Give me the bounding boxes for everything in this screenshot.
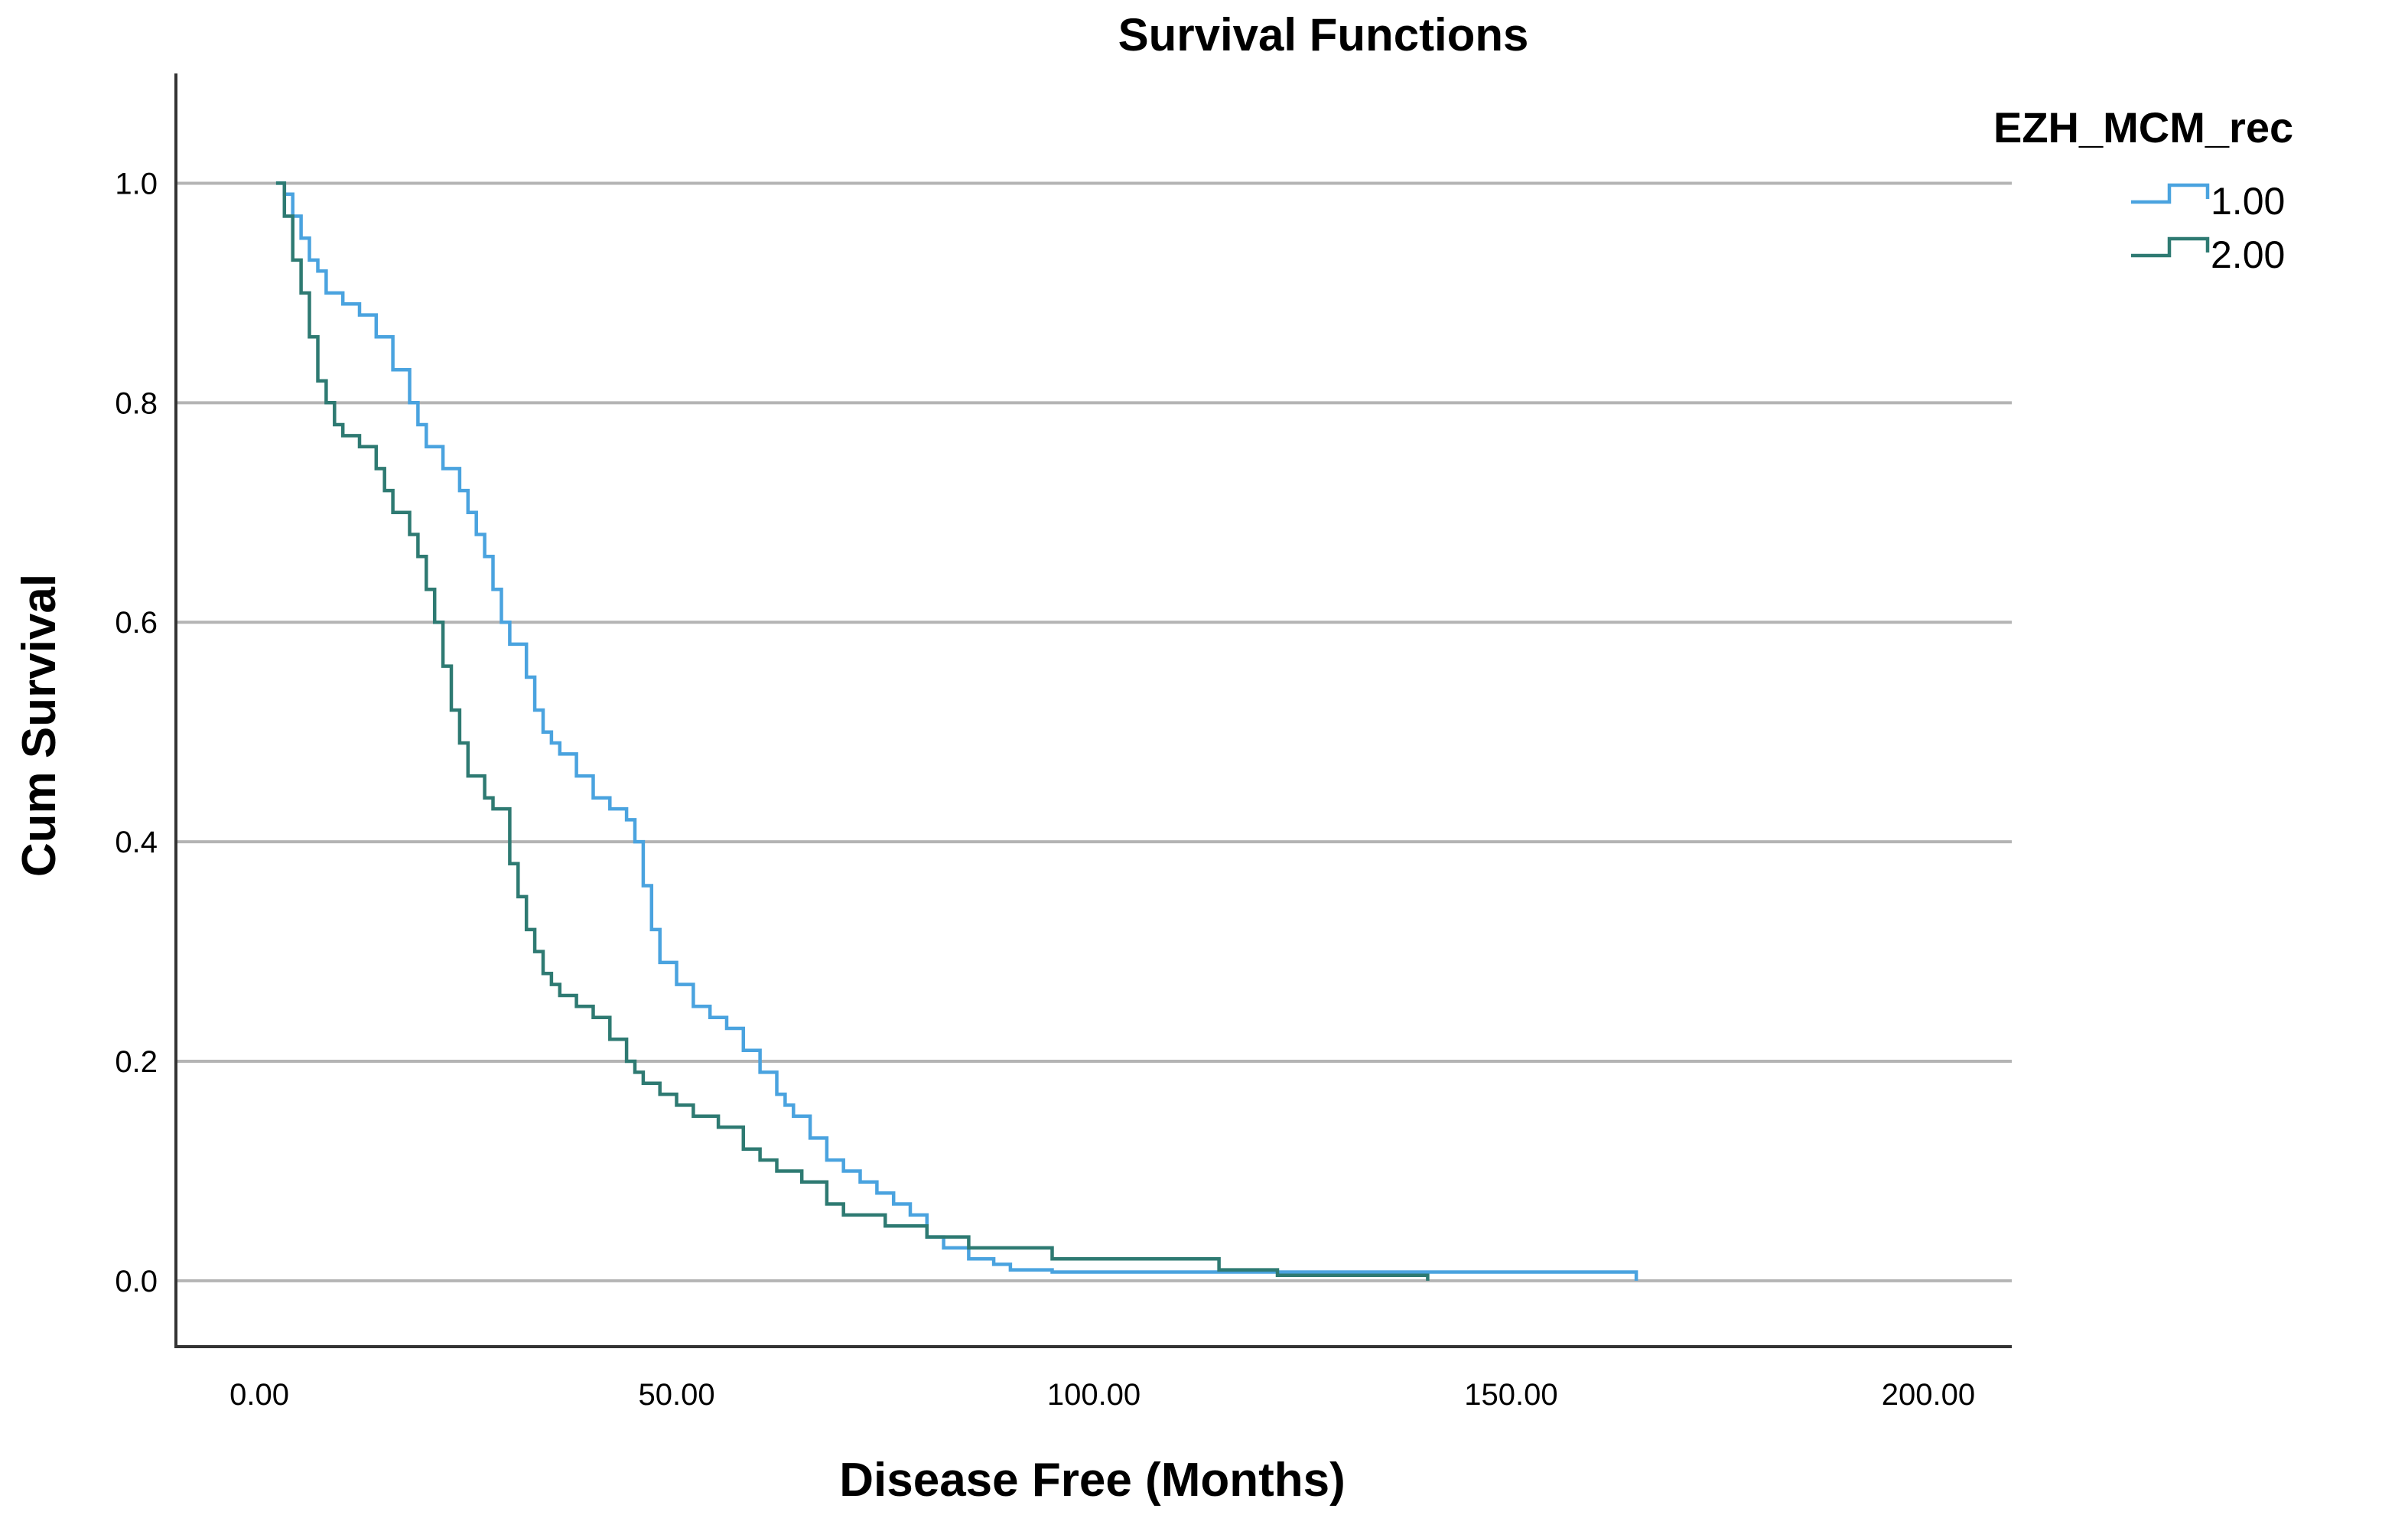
legend-swatch-2.00 [2131, 236, 2210, 258]
legend: EZH_MCM_rec 1.00 2.00 [1993, 103, 2293, 276]
legend-title: EZH_MCM_rec [1993, 103, 2293, 151]
y-tick-label: 0.2 [115, 1045, 158, 1079]
gridlines [176, 181, 2012, 1282]
x-tick-label: 200.00 [1882, 1378, 1975, 1412]
series-line-1.00 [275, 181, 1638, 1281]
x-axis-ticks: 0.00 50.00 100.00 150.00 200.00 [229, 1378, 1975, 1412]
legend-swatch-1.00 [2131, 183, 2210, 204]
legend-items: 1.00 2.00 [2131, 180, 2285, 276]
x-tick-label: 150.00 [1464, 1378, 1557, 1412]
x-tick-label: 0.00 [229, 1378, 289, 1412]
y-axis-ticks: 0.0 0.2 0.4 0.6 0.8 1.0 [115, 167, 158, 1298]
y-tick-label: 0.8 [115, 386, 158, 420]
legend-label-1.00: 1.00 [2211, 180, 2285, 223]
x-axis-label: Disease Free (Months) [839, 1454, 1346, 1507]
chart-title: Survival Functions [1118, 9, 1529, 60]
x-tick-label: 100.00 [1047, 1378, 1141, 1412]
y-tick-label: 0.4 [115, 826, 158, 859]
series-line-2.00 [275, 181, 1430, 1281]
legend-label-2.00: 2.00 [2211, 233, 2285, 276]
x-tick-label: 50.00 [638, 1378, 714, 1412]
plot-axis-frame [174, 73, 2012, 1348]
y-tick-label: 0.6 [115, 606, 158, 640]
y-tick-label: 1.0 [115, 167, 158, 200]
y-tick-label: 0.0 [115, 1265, 158, 1298]
survival-series [275, 181, 1638, 1281]
y-axis-label: Cum Survival [13, 574, 66, 877]
